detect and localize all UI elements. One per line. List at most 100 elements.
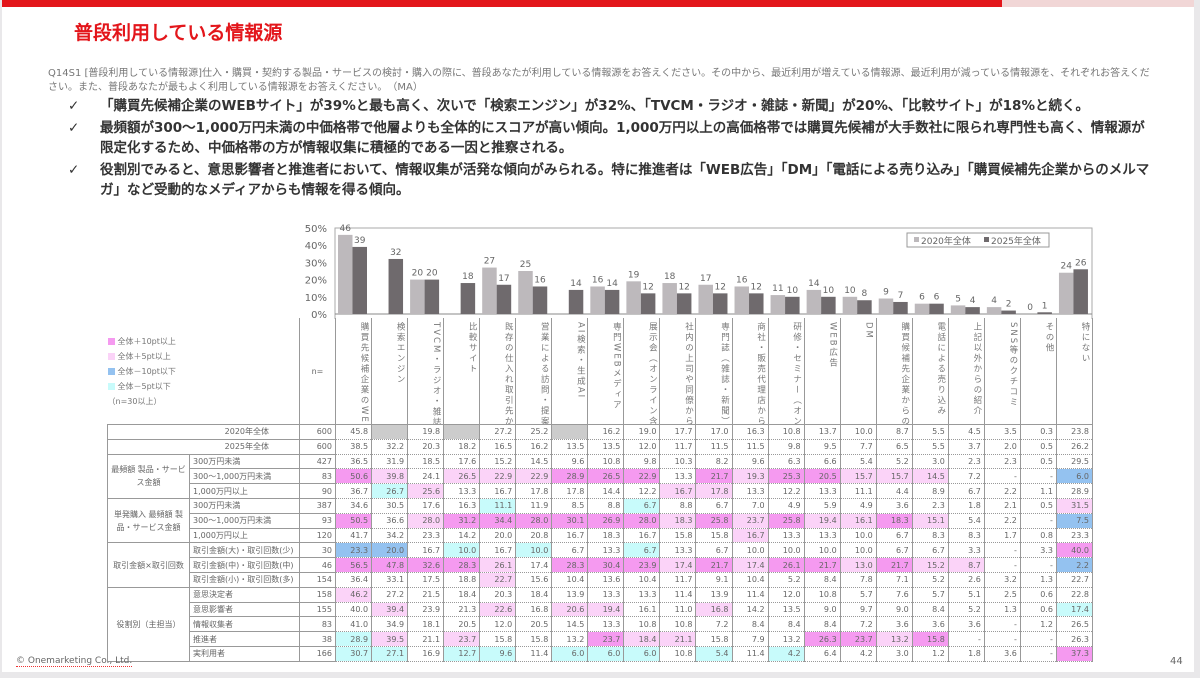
- color-legend: 全体＋10pt以上 全体＋5pt以上 全体－10pt以下 全体－5pt以下 （n=30以…: [107, 318, 300, 425]
- value-cell: 16.2: [587, 424, 625, 440]
- value-cell: 10.4: [623, 571, 661, 588]
- value-cell: 3.6: [983, 645, 1021, 662]
- value-cell: 17.8: [695, 483, 733, 499]
- value-cell: 17.4: [731, 557, 769, 573]
- value-cell: 3.0: [875, 645, 913, 662]
- value-cell: 13.2: [875, 631, 913, 647]
- value-cell: 10.8: [659, 645, 697, 662]
- bar-2020: [770, 295, 786, 314]
- legend-swatch: [107, 382, 115, 390]
- value-cell: 18.3: [659, 512, 697, 529]
- value-cell: 13.5: [767, 601, 805, 618]
- value-cell: 26.9: [587, 512, 625, 529]
- value-cell: 18.4: [443, 586, 481, 603]
- value-cell: 3.7: [947, 438, 985, 455]
- value-cell: 13.2: [551, 631, 589, 647]
- value-cell: 34.9: [371, 616, 409, 633]
- value-cell: 10.8: [623, 616, 661, 633]
- value-cell: 23.7: [731, 512, 769, 529]
- value-cell: 16.8: [695, 601, 733, 618]
- value-cell: 6.0: [1055, 468, 1093, 485]
- data-label: 4: [991, 296, 997, 306]
- legend-label: 2020年全体: [921, 235, 971, 247]
- value-cell: 5.2: [875, 453, 913, 470]
- bar-2025: [640, 293, 656, 314]
- value-cell: 13.2: [767, 631, 805, 647]
- y-tick-label: 40%: [305, 241, 327, 252]
- value-cell: 10.0: [731, 542, 769, 559]
- value-cell: 17.8: [515, 483, 553, 499]
- value-cell: 33.1: [371, 571, 409, 588]
- value-cell: 25.8: [695, 512, 733, 529]
- value-cell: 6.7: [695, 542, 733, 559]
- column-header: 購買候補先企業からのメルマガ: [875, 318, 913, 425]
- data-label: 18: [664, 272, 676, 282]
- question-text: Q14S1 [普段利用している情報源]仕入・購買・契約する製品・サービスの検討・…: [48, 68, 1150, 93]
- y-tick-label: 0%: [311, 310, 327, 319]
- plot-frame: [334, 227, 1093, 319]
- data-label: 14: [570, 279, 582, 289]
- data-label: 19: [628, 270, 640, 280]
- table-row: 300～1,000万円未満 83 50.6 39.8 24.1 26.5 22.9 22.9 2…: [108, 468, 1093, 485]
- value-cell: 3.6: [875, 616, 913, 633]
- value-cell: [371, 424, 409, 440]
- value-cell: 2.0: [983, 438, 1021, 455]
- data-label: 18: [462, 272, 474, 282]
- value-cell: 10.8: [659, 616, 697, 633]
- value-cell: 10.0: [767, 542, 805, 559]
- value-cell: 7.9: [731, 631, 769, 647]
- group-label: 取引金額×取引回数: [107, 542, 190, 588]
- value-cell: 1.1: [1019, 483, 1057, 499]
- bar-2020: [590, 286, 605, 314]
- value-cell: 17.8: [551, 483, 589, 499]
- bar-2025: [785, 296, 800, 314]
- table-row: 実利用者 166 30.7 27.1 16.9 12.7 9.6 11.4 6.0 6.0 6.0 1…: [108, 645, 1093, 662]
- value-cell: 9.0: [875, 601, 913, 618]
- value-cell: 3.5: [983, 424, 1021, 440]
- data-label: 12: [714, 282, 725, 292]
- value-cell: 30.4: [587, 557, 625, 573]
- value-cell: 23.3: [1055, 527, 1093, 544]
- bar-2020: [1058, 272, 1074, 314]
- value-cell: [551, 424, 589, 440]
- value-cell: 13.3: [767, 527, 805, 544]
- value-cell: 0.5: [1019, 453, 1057, 470]
- value-cell: 5.5: [911, 438, 949, 455]
- row-label: 300～1,000万円未満: [189, 512, 300, 529]
- value-cell: 21.7: [875, 557, 913, 573]
- bar-2020: [734, 286, 750, 314]
- value-cell: -: [983, 616, 1021, 633]
- value-cell: -: [947, 631, 985, 647]
- n-value: 387: [299, 497, 336, 514]
- value-cell: 11.4: [731, 645, 769, 662]
- value-cell: 13.3: [587, 542, 625, 559]
- n-value: 30: [299, 542, 336, 559]
- value-cell: 36.7: [334, 483, 373, 499]
- value-cell: 9.0: [803, 601, 841, 618]
- column-header: 社内の上司や同僚からの紹介: [659, 318, 697, 425]
- value-cell: -: [1019, 468, 1057, 485]
- group-label: 役割別（主担当）: [107, 586, 190, 662]
- column-header: 上記以外からの紹介: [947, 318, 985, 425]
- n-value: 166: [299, 645, 336, 662]
- value-cell: 6.7: [623, 542, 661, 559]
- value-cell: 23.9: [623, 557, 661, 573]
- row-label: 取引金額(大)・取引回数(少): [189, 542, 300, 559]
- value-cell: 17.4: [659, 557, 697, 573]
- bar-2025: [460, 283, 476, 314]
- legend-swatch: [984, 237, 989, 242]
- value-cell: 8.8: [587, 497, 625, 514]
- value-cell: 7.8: [839, 571, 877, 588]
- value-cell: 14.4: [587, 483, 625, 499]
- value-cell: 6.7: [695, 497, 733, 514]
- table-row: 単発購入 最頻額 製品・サービス金額 300万円未満 387 34.6 30.5 17.6…: [107, 497, 1093, 544]
- row-label: 情報収集者: [189, 616, 300, 633]
- value-cell: 19.3: [731, 468, 769, 485]
- value-cell: 20.0: [479, 527, 517, 544]
- value-cell: 5.2: [911, 571, 949, 588]
- value-cell: 17.0: [695, 424, 733, 440]
- bar-2025: [1001, 310, 1016, 314]
- bar-2025: [352, 246, 367, 314]
- value-cell: 17.6: [443, 453, 481, 470]
